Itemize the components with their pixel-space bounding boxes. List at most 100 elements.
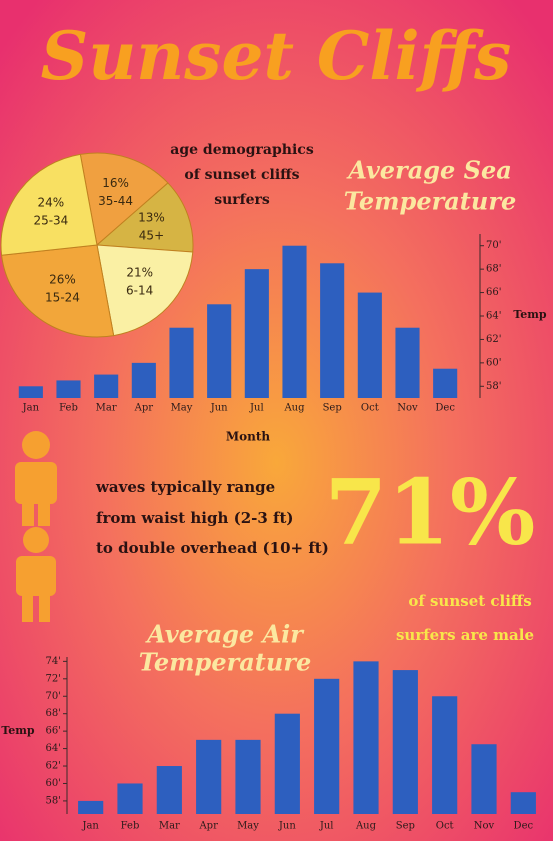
chart-title: Average Sea [346,156,512,185]
bar [244,269,269,398]
y-tick-label: 68' [486,264,501,275]
y-tick-label: 64' [46,743,61,754]
x-tick-label: Jul [249,403,264,414]
bar [471,744,497,814]
pie-category-label: 25-34 [33,213,68,227]
bar [117,783,143,814]
x-tick-label: Jun [210,403,228,414]
bar [235,739,261,814]
y-axis-label: Temp [1,724,35,737]
poster-title: Sunset Cliffs [41,17,512,95]
x-tick-label: Mar [159,821,180,832]
bar [207,304,232,398]
pie-category-label: 15-24 [45,291,80,305]
y-tick-label: 74' [46,656,61,667]
x-tick-label: Aug [355,821,377,832]
pie-slice [1,244,115,338]
x-tick-label: Jun [278,821,296,832]
stat: 71% [325,460,536,566]
y-tick-label: 58' [46,795,61,806]
chart-title: Average Air [145,620,305,649]
y-tick-label: 66' [486,287,501,298]
bar [18,386,43,398]
x-tick-label: Oct [361,403,379,414]
x-tick-label: May [237,821,259,832]
y-tick-label: 60' [486,357,501,368]
chart-title: Temperature [139,648,311,677]
bar [392,670,418,814]
bar [432,696,458,814]
y-tick-label: 62' [486,334,501,345]
bar [433,368,458,398]
x-tick-label: Jan [22,403,40,414]
bar [56,380,81,398]
pie-category-label: 45+ [139,229,164,243]
pie-value-label: 24% [38,195,65,209]
pie-slice [96,244,194,337]
bar [282,245,307,398]
bar [78,800,104,814]
pie-value-label: 26% [49,273,76,287]
waves-text: to double overhead (10+ ft) [96,539,329,557]
waves-text: from waist high (2-3 ft) [96,509,294,527]
x-tick-label: Apr [198,821,218,832]
pie-value-label: 16% [102,176,129,190]
x-tick-label: Nov [397,403,418,414]
x-tick-label: Dec [435,403,455,414]
bar [94,374,119,398]
chart-title: Temperature [344,187,516,216]
pie-value-label: 13% [138,211,165,225]
y-tick-label: 58' [486,381,501,392]
pie-slice [0,153,98,256]
bar [357,292,382,398]
waves-text: waves typically range [95,478,275,496]
x-tick-label: Oct [436,821,454,832]
pie-category-label: 6-14 [126,284,153,298]
bar [353,661,379,814]
y-tick-label: 60' [46,778,61,789]
bar [131,362,156,398]
x-tick-label: Feb [59,403,78,414]
pie-title: surfers [214,192,270,208]
pie-category-label: 35-44 [98,194,133,208]
x-tick-label: Apr [134,403,154,414]
pie-slice [79,152,169,246]
y-tick-label: 64' [486,311,501,322]
x-tick-label: Jan [81,821,99,832]
bar [320,263,345,398]
x-tick-label: Dec [514,821,534,832]
y-tick-label: 70' [46,691,61,702]
x-tick-label: Feb [121,821,140,832]
bar [196,739,222,814]
pie-title: age demographics [170,142,314,158]
bar [395,327,420,398]
bar [510,792,536,814]
x-tick-label: Mar [96,403,117,414]
bar [169,327,194,398]
x-tick-label: Jul [319,821,334,832]
pie-value-label: 21% [126,266,153,280]
x-axis-label: Month [226,430,271,444]
pie-title: of sunset cliffs [184,167,299,183]
y-tick-label: 66' [46,726,61,737]
x-tick-label: Nov [474,821,495,832]
y-tick-label: 62' [46,761,61,772]
y-tick-label: 70' [486,240,501,251]
x-tick-label: Sep [323,403,342,414]
y-tick-label: 72' [46,673,61,684]
person-icons [15,431,57,622]
y-tick-label: 68' [46,708,61,719]
y-axis-label: Temp [513,308,547,321]
bar [274,713,300,814]
stat-caption: surfers are male [396,626,534,644]
x-tick-label: May [171,403,193,414]
bar [156,766,182,814]
x-tick-label: Aug [283,403,305,414]
stat-caption: of sunset cliffs [408,592,531,610]
bar [314,678,340,814]
pie-slice [95,182,194,253]
x-tick-label: Sep [396,821,415,832]
